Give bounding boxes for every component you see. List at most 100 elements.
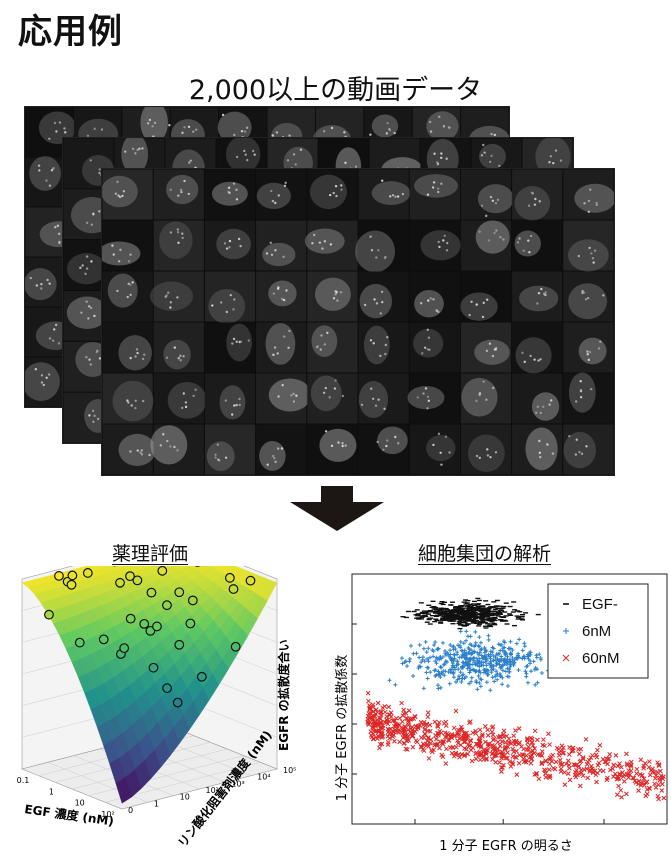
scatter-mark xyxy=(614,792,620,798)
scatter-mark xyxy=(424,650,429,655)
speckle xyxy=(335,290,338,294)
speckle xyxy=(192,130,195,133)
scatter-mark xyxy=(481,663,486,668)
microscopy-tile xyxy=(563,424,614,475)
speckle xyxy=(538,200,541,203)
scatter-mark xyxy=(562,770,567,775)
speckle xyxy=(37,164,41,167)
speckle xyxy=(235,340,238,343)
scatter-mark xyxy=(434,742,440,748)
scatter-mark xyxy=(449,658,454,663)
scatter-mark xyxy=(505,684,510,689)
speckle xyxy=(440,182,443,185)
speckle xyxy=(129,283,132,286)
speckle xyxy=(436,187,440,190)
speckle xyxy=(602,294,605,297)
speckle xyxy=(276,352,279,355)
speckle xyxy=(440,463,443,466)
speckle xyxy=(229,293,232,297)
scatter-mark xyxy=(479,653,484,658)
scatter-mark xyxy=(460,676,465,681)
speckle xyxy=(559,159,563,162)
speckle xyxy=(48,137,51,141)
speckle xyxy=(90,223,94,226)
speckle xyxy=(448,451,451,454)
speckle xyxy=(496,198,500,202)
speckle xyxy=(214,456,217,459)
scatter-mark xyxy=(526,744,531,750)
scatter-mark xyxy=(620,774,626,779)
scatter-mark xyxy=(439,665,444,670)
legend-label: 6nM xyxy=(582,623,611,640)
microscopy-tile xyxy=(409,424,460,475)
scatter-mark xyxy=(566,762,572,768)
cell-blob xyxy=(310,375,342,412)
scatter-mark xyxy=(508,659,513,664)
speckle xyxy=(129,450,132,453)
scatter-mark xyxy=(366,698,371,704)
scatter-mark xyxy=(491,658,496,663)
scatter-mark xyxy=(489,670,494,675)
down-arrow-icon xyxy=(290,486,384,531)
scatter-mark xyxy=(475,687,480,692)
speckle xyxy=(491,354,495,358)
cell-blob xyxy=(309,174,347,210)
scatter-mark xyxy=(451,644,456,649)
data-point xyxy=(125,613,136,624)
microscopy-tile xyxy=(512,169,563,220)
scatter-mark xyxy=(377,715,383,721)
speckle xyxy=(179,358,182,362)
speckle xyxy=(140,453,144,456)
scatter-mark xyxy=(376,728,381,734)
scatter-mark xyxy=(410,727,415,733)
speckle xyxy=(135,348,139,351)
speckle xyxy=(98,210,101,213)
microscopy-tile xyxy=(204,220,256,271)
scatter-mark xyxy=(494,669,499,674)
speckle xyxy=(277,395,280,398)
scatter-mark xyxy=(646,759,652,764)
scatter-mark xyxy=(624,751,629,757)
scatter-mark xyxy=(501,639,506,644)
scatter-mark xyxy=(516,726,522,731)
speckle xyxy=(437,432,441,436)
cell-blob xyxy=(167,381,207,419)
scatter-mark xyxy=(577,783,583,789)
scatter-mark xyxy=(465,634,470,639)
speckle xyxy=(582,291,586,294)
speckle xyxy=(87,317,90,320)
microscopy-tile xyxy=(512,271,563,322)
cell-blob xyxy=(262,242,296,267)
speckle xyxy=(323,343,326,346)
scatter-mark xyxy=(418,664,423,669)
speckle xyxy=(292,400,296,403)
scatter-mark xyxy=(448,643,453,648)
scatter-mark xyxy=(440,754,446,760)
microscopy-tile xyxy=(409,322,460,373)
scatter-mark xyxy=(375,709,380,715)
scatter-mark xyxy=(539,671,544,676)
data-point xyxy=(162,683,172,694)
cell-blob xyxy=(38,111,76,145)
speckle xyxy=(330,126,334,130)
speckle xyxy=(527,239,530,242)
scatter-mark xyxy=(425,676,430,681)
scatter-mark xyxy=(500,648,505,653)
scatter-mark xyxy=(511,661,516,666)
scatter-mark xyxy=(388,726,393,732)
scatter-mark xyxy=(595,747,600,753)
scatter-mark xyxy=(491,646,496,651)
speckle xyxy=(590,252,593,255)
speckle xyxy=(130,404,133,407)
scatter-mark xyxy=(370,704,376,710)
cell-blob xyxy=(568,372,596,413)
scatter-mark xyxy=(406,720,411,725)
speckle xyxy=(239,340,243,343)
y-tick-label: 10² xyxy=(206,786,219,795)
x-tick-label: 0.1 xyxy=(17,776,30,785)
data-point xyxy=(152,621,162,632)
scatter-mark xyxy=(425,741,430,747)
scatter-mark xyxy=(547,742,553,747)
speckle xyxy=(539,411,543,415)
scatter-mark xyxy=(451,725,457,731)
